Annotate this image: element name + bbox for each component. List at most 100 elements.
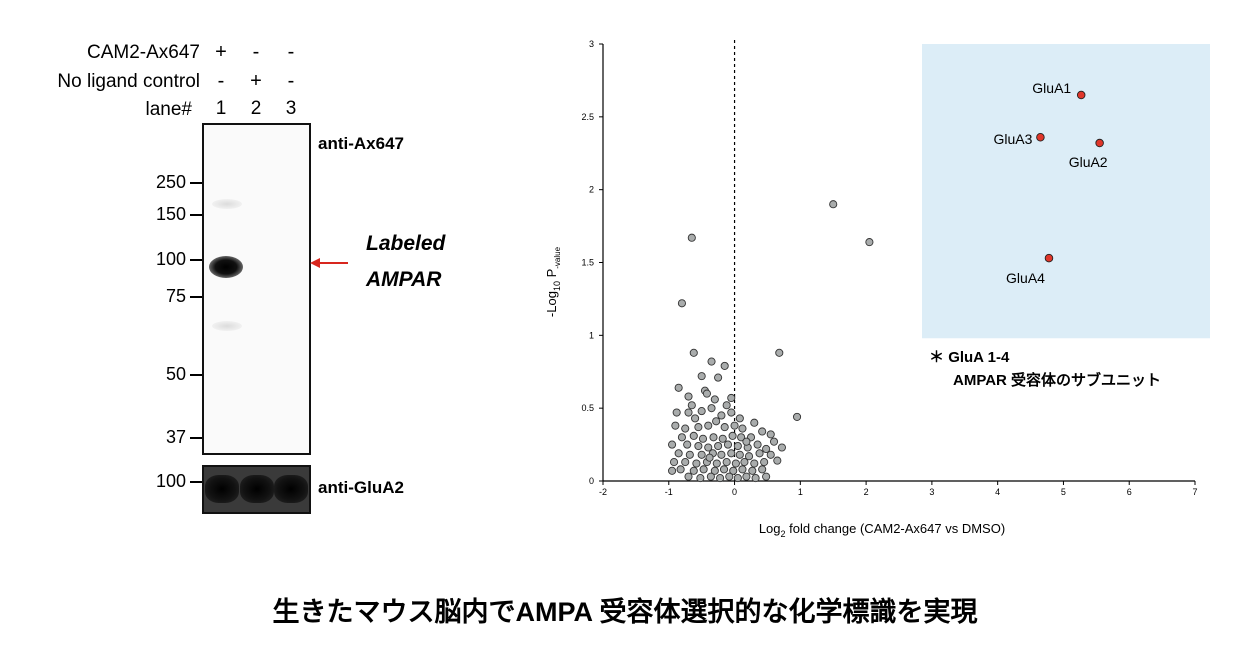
data-point — [717, 450, 726, 459]
data-point — [744, 452, 754, 461]
data-point — [674, 383, 683, 392]
highlight-point-glua1 — [1076, 90, 1086, 100]
data-point — [672, 408, 681, 417]
data-point — [668, 466, 677, 475]
data-point — [697, 450, 706, 459]
mw-tick — [190, 481, 202, 483]
data-point — [710, 395, 719, 404]
data-point — [742, 472, 751, 481]
labeled-ampar-band — [209, 256, 243, 278]
data-point — [758, 427, 767, 436]
mw-tick — [190, 296, 202, 298]
mw-tick — [190, 437, 202, 439]
sign-r2-l1: - — [217, 70, 225, 92]
data-point — [762, 472, 771, 481]
highlight-point-glua3 — [1036, 132, 1045, 142]
lane-1-number: 1 — [215, 98, 227, 119]
data-point — [677, 299, 686, 308]
highlight-point-glua2 — [1095, 138, 1104, 148]
data-point — [738, 465, 747, 474]
highlight-label-glua1: GluA1 — [1032, 80, 1071, 96]
data-point — [716, 474, 725, 483]
data-point — [725, 472, 734, 481]
data-point — [766, 430, 775, 439]
arrow-icon — [310, 258, 320, 268]
data-point — [697, 372, 706, 381]
data-point — [697, 407, 706, 416]
data-point — [730, 421, 739, 430]
plot-axes: -2 -1 0 1 2 3 4 5 6 7 0 0.5 1 1.5 2 2.5 3 — [581, 38, 1198, 497]
mw-marker-100: 100 — [155, 249, 186, 269]
data-point — [696, 474, 705, 483]
data-point — [704, 443, 713, 452]
data-point — [677, 433, 686, 442]
data-point — [731, 459, 740, 468]
data-point — [704, 421, 713, 430]
data-point — [687, 401, 696, 410]
annotation-line2: AMPAR 受容体のサブユニット — [953, 372, 1162, 389]
x-tick-label: 1 — [798, 487, 803, 497]
data-point — [753, 440, 762, 449]
data-point — [766, 450, 775, 459]
figure-caption: 生きたマウス脳内でAMPA 受容体選択的な化学標識を実現 — [272, 597, 978, 627]
faint-band — [212, 199, 242, 209]
condition-label-no-ligand: No ligand control — [57, 71, 200, 92]
data-point — [733, 441, 742, 451]
data-point — [698, 434, 708, 443]
y-tick-label: 1.5 — [581, 258, 594, 268]
mw-marker-50: 50 — [165, 364, 186, 384]
y-axis-label: -Log10 P-value — [544, 246, 562, 317]
mw-tick — [190, 374, 202, 376]
y-tick-label: 2 — [589, 185, 594, 195]
data-point — [751, 474, 760, 483]
x-tick-label: 7 — [1192, 487, 1197, 497]
loading-mw-marker: 100 — [155, 471, 186, 491]
data-point — [694, 441, 703, 451]
lane-2-number: 2 — [250, 98, 262, 119]
data-point — [727, 393, 736, 403]
data-point — [668, 440, 677, 449]
loading-antibody-label: anti-GluA2 — [318, 478, 404, 497]
sign-r1-l3: - — [287, 41, 295, 63]
data-point — [755, 449, 764, 458]
data-point — [720, 361, 729, 370]
volcano-plot: -2 -1 0 1 2 3 4 5 6 700.511.522.53 GluA1GluA3GluA… — [544, 38, 1210, 539]
data-point — [865, 238, 874, 247]
data-point — [758, 465, 767, 474]
data-point — [717, 411, 726, 420]
data-point — [709, 433, 718, 442]
data-point — [735, 450, 744, 459]
data-point — [738, 424, 747, 433]
data-point — [769, 437, 779, 446]
data-point — [748, 466, 757, 475]
x-tick-label: 2 — [864, 487, 869, 497]
data-point — [707, 357, 716, 366]
mw-tick — [190, 182, 202, 184]
data-point — [710, 466, 719, 475]
data-point — [728, 431, 737, 440]
data-point — [735, 414, 744, 423]
highlight-point-glua4 — [1044, 253, 1054, 263]
y-tick-label: 0 — [589, 476, 594, 486]
y-tick-label: 2.5 — [581, 112, 594, 122]
mw-marker-37: 37 — [165, 427, 186, 447]
glua2-band-lane1 — [205, 475, 239, 503]
anti-ax647-blot — [202, 123, 311, 455]
data-point — [694, 423, 703, 432]
data-point — [714, 441, 723, 451]
data-point — [669, 458, 679, 467]
data-point — [687, 233, 696, 242]
data-point — [692, 459, 701, 468]
labeled-ampar-label-line2: AMPAR — [366, 268, 442, 291]
background-points — [668, 200, 874, 483]
data-point — [676, 465, 685, 474]
data-point — [681, 458, 690, 467]
lane-3-number: 3 — [285, 98, 297, 119]
annotation-line1: GluA 1-4 — [948, 349, 1010, 366]
highlight-label-glua4: GluA4 — [1006, 270, 1045, 286]
labeled-ampar-label-line1: Labeled — [366, 232, 446, 255]
y-tick-label: 3 — [589, 39, 594, 49]
data-point — [689, 431, 698, 440]
data-point — [684, 392, 693, 401]
data-point — [684, 472, 693, 481]
